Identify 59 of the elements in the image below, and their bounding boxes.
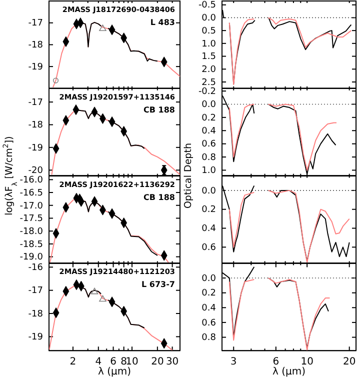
y-tick-label: 0.2 xyxy=(202,113,216,124)
y-tick-label: -17.5 xyxy=(20,214,43,224)
y-tick-label: 0.6 xyxy=(202,318,216,328)
y-tick-label: -19 xyxy=(28,332,44,343)
y-tick-label: 1.0 xyxy=(202,166,216,176)
y-tick-label: -20 xyxy=(28,166,44,176)
x-tick-label: 20 xyxy=(151,356,164,368)
y-axis-title: Optical Depth xyxy=(183,143,194,209)
annotation: L 483 xyxy=(150,18,175,27)
y-tick-label: -19 xyxy=(28,143,44,154)
x-tick-label: 30 xyxy=(166,356,179,368)
y-tick-label: 1.0 xyxy=(202,39,216,50)
y-tick-label: -16 xyxy=(28,263,44,274)
y-tick-label: 0.8 xyxy=(202,333,216,344)
y-tick-label: 0.6 xyxy=(202,243,216,254)
y-tick-label: 0.4 xyxy=(202,224,216,234)
y-tick-label: 0.4 xyxy=(202,304,216,314)
y-tick-label: 0.2 xyxy=(202,288,216,299)
x-tick-label: 3 xyxy=(230,356,237,368)
y-tick-label: 0.6 xyxy=(202,140,216,150)
x-axis-title: λ (μm) xyxy=(98,366,132,377)
y-tick-label: 0.4 xyxy=(202,126,216,136)
y-tick-label: -18 xyxy=(28,309,44,320)
y-tick-label: -17.0 xyxy=(20,201,44,212)
y-tick-label: 1.5 xyxy=(202,52,216,62)
x-tick-label: 4 xyxy=(95,356,102,368)
x-tick-label: 20 xyxy=(342,356,356,368)
x-axis-title: λ (μm) xyxy=(272,366,306,377)
x-tick-label: 10 xyxy=(126,356,138,368)
y-tick-label: -17 xyxy=(28,286,43,296)
y-tick-label: -16.0 xyxy=(20,176,44,186)
annotation: L 673-7 xyxy=(142,280,175,290)
y-tick-label: -0.2 xyxy=(198,86,216,97)
y-tick-label: -18 xyxy=(28,120,44,131)
y-tick-label: 0.0 xyxy=(202,100,216,110)
x-tick-label: 10 xyxy=(300,356,314,368)
x-tick-label: 6 xyxy=(272,356,280,368)
y-tick-label: 0.0 xyxy=(202,274,216,284)
y-tick-label: 0.2 xyxy=(202,205,216,216)
y-tick-label: -18 xyxy=(28,40,44,51)
x-tick-label: 6 xyxy=(110,356,116,368)
y-tick-label: -18.0 xyxy=(20,226,44,237)
y-tick-label: 0.0 xyxy=(202,14,216,24)
annotation: CB 188 xyxy=(144,192,176,202)
y-tick-label: 2.5 xyxy=(202,78,216,88)
y-tick-label: 0.8 xyxy=(202,152,216,163)
y-tick-label: 0.0 xyxy=(202,186,216,196)
y-tick-label: -17 xyxy=(28,98,43,108)
annotation: CB 188 xyxy=(144,105,176,114)
y-tick-label: -16.5 xyxy=(20,188,43,198)
x-tick-label: 2 xyxy=(70,356,76,368)
y-tick-label: 0.5 xyxy=(202,26,216,36)
y-tick-label: -0.5 xyxy=(198,0,216,11)
y-tick-label: -19.0 xyxy=(20,252,44,263)
y-tick-label: -17 xyxy=(28,18,43,29)
y-tick-label: -18.5 xyxy=(20,240,43,250)
y-tick-label: -19 xyxy=(28,62,44,72)
y-tick-label: 2.0 xyxy=(202,65,216,75)
x-tick-label: 8 xyxy=(120,356,128,368)
